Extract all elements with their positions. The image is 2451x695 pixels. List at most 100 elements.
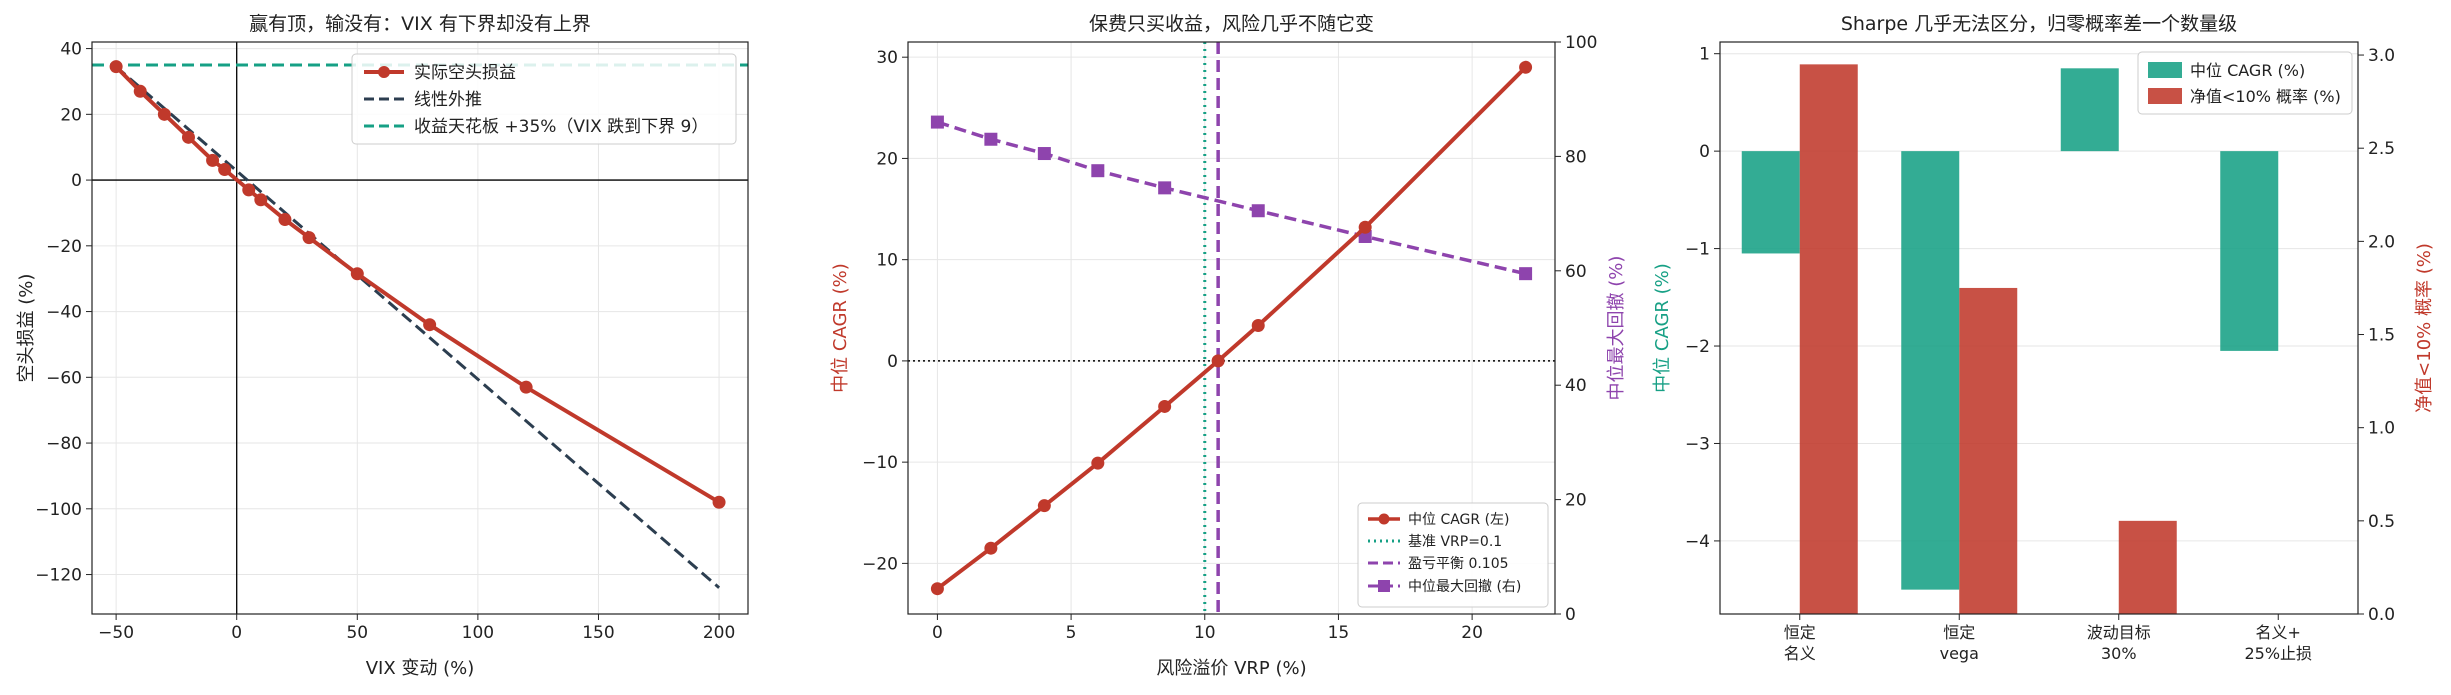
y-axis-label: 空头损益 (%) [16,274,37,383]
y-tick-label: −20 [46,237,82,257]
y-tick-label: 40 [60,40,82,60]
y-tick-label: 0 [71,171,82,191]
ruin-probability-bar [1959,287,2018,614]
y-tick-label: −120 [35,566,82,586]
x-tick-label: 25%止损 [2244,644,2312,663]
plot-frame [907,41,1556,615]
y-right-tick-label: 20 [1565,491,1587,511]
legend-label: 盈亏平衡 0.105 [1408,556,1509,572]
cagr-point [1091,456,1105,470]
legend-marker-drawdown [1378,580,1390,592]
y-right-tick-label: 2.0 [2368,232,2395,252]
x-tick-label: 0 [231,623,242,643]
chart-title: Sharpe 几乎无法区分，归零概率差一个数量级 [1841,13,2237,35]
cagr-bar [1901,151,1960,590]
y-tick-label: −80 [46,434,82,454]
y-right-tick-label: 0.5 [2368,512,2395,532]
legend-label: 收益天花板 +35%（VIX 跌到下界 9） [414,117,708,137]
cagr-point [984,541,998,555]
actual-pnl-point [181,130,195,144]
x-tick-label: 150 [582,623,614,643]
drawdown-point [1519,267,1533,281]
x-axis-label: VIX 变动 (%) [366,658,475,679]
x-tick-label: 15 [1328,623,1350,643]
cagr-point [1158,399,1172,413]
x-tick-label: 恒定 [1784,623,1816,642]
y-right-tick-label: 3.0 [2368,46,2395,66]
y-left-axis-label: 中位 CAGR (%) [830,263,851,393]
y-right-tick-label: 80 [1565,147,1587,167]
y-tick-label: −40 [46,303,82,323]
legend-label: 中位最大回撤 (右) [1408,579,1521,595]
ruin-probability-bar [2118,520,2177,614]
actual-pnl-point [109,60,123,74]
legend-marker-actual [378,66,390,78]
linear-extrapolation-line [115,65,721,589]
cagr-point [1519,60,1533,74]
drawdown-point [930,115,944,129]
y-left-tick-label: 20 [876,149,898,169]
drawdown-point [1091,164,1105,178]
y-left-tick-label: −2 [1685,337,1710,357]
x-axis-label: 风险溢价 VRP (%) [1156,658,1306,679]
x-tick-label: 名义 [1784,644,1816,663]
actual-pnl-point [423,318,437,332]
legend-label: 中位 CAGR (左) [1408,512,1510,528]
x-tick-label: −50 [98,623,134,643]
cagr-point [1358,220,1372,234]
x-tick-label: 20 [1461,623,1483,643]
x-tick-label: 0 [932,623,943,643]
x-tick-label: 名义+ [2256,623,2301,642]
legend-label: 净值<10% 概率 (%) [2190,87,2341,106]
x-tick-label: 10 [1194,623,1216,643]
x-tick-label: 200 [703,623,735,643]
x-tick-label: 30% [2101,644,2137,663]
x-tick-label: 波动目标 [2087,623,2151,642]
x-tick-label: 恒定 [1943,623,1975,642]
y-tick-label: 20 [60,105,82,125]
y-right-tick-label: 0.0 [2368,605,2395,625]
actual-pnl-point [133,84,147,98]
drawdown-point [1358,229,1372,243]
y-left-tick-label: 0 [1699,142,1710,162]
y-left-tick-label: −10 [862,453,898,473]
legend-label: 线性外推 [414,90,482,110]
drawdown-line [936,120,1526,276]
y-left-tick-label: −4 [1685,532,1710,552]
drawdown-point [1158,181,1172,195]
chart-title: 赢有顶，输没有：VIX 有下界却没有上界 [249,13,591,35]
y-right-axis-label: 中位最大回撤 (%) [1606,256,1627,401]
actual-pnl-point [278,213,292,227]
actual-pnl-point [712,495,726,509]
ruin-probability-bar [1799,64,1858,615]
y-right-tick-label: 1.0 [2368,419,2395,439]
cagr-point [930,582,944,596]
y-left-axis-label: 中位 CAGR (%) [1652,263,1673,393]
actual-pnl-point [302,231,316,245]
x-tick-label: 50 [346,623,368,643]
y-tick-label: −60 [46,368,82,388]
x-tick-label: 100 [462,623,494,643]
legend-box [1357,502,1549,608]
y-right-tick-label: 0 [1565,605,1576,625]
plot-frame [91,41,749,615]
y-left-tick-label: 30 [876,48,898,68]
x-tick-label: 5 [1066,623,1077,643]
chart-title: 保费只买收益，风险几乎不随它变 [1089,13,1374,35]
cagr-point [1211,354,1225,368]
legend-swatch-cagr [2148,62,2182,78]
actual-pnl-point [254,193,268,207]
y-left-tick-label: 0 [887,352,898,372]
y-right-tick-label: 2.5 [2368,139,2395,159]
legend-label: 基准 VRP=0.1 [1408,533,1502,550]
y-right-axis-label: 净值<10% 概率 (%) [2414,243,2435,413]
drawdown-point [1251,204,1265,218]
actual-pnl-point [157,107,171,121]
cagr-bar [2060,68,2119,152]
legend-box [351,53,737,145]
actual-pnl-point [206,153,220,167]
y-tick-label: −100 [35,500,82,520]
y-right-tick-label: 100 [1565,33,1597,53]
y-right-tick-label: 1.5 [2368,326,2395,346]
